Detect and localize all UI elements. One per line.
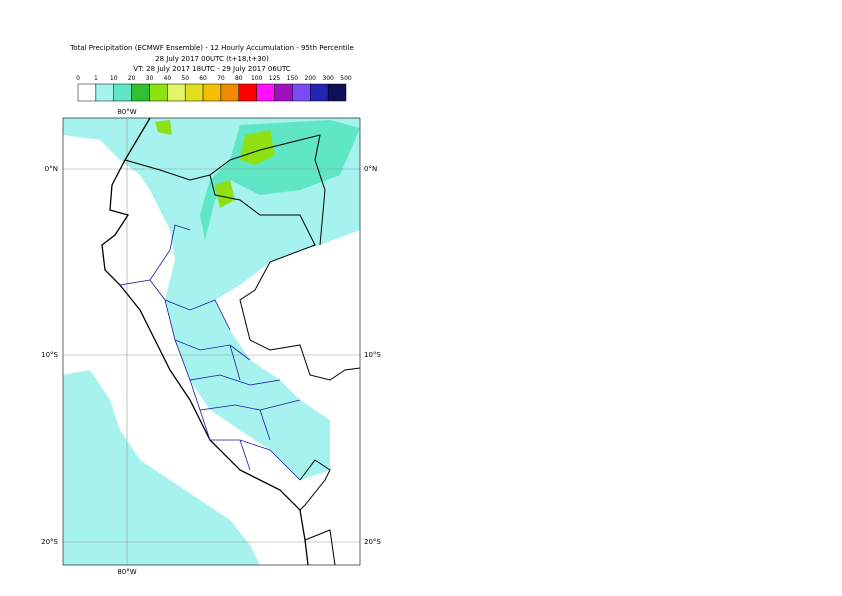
legend-label: 1 [94,75,98,82]
legend-label: 80 [235,75,243,82]
legend: 0 1 10 20 30 40 50 60 70 80 100 125 150 200 300 500 [76,75,352,102]
legend-swatch [77,83,97,102]
legend-label: 40 [164,75,172,82]
lat-label: 10°S [364,351,381,359]
legend-label: 30 [146,75,154,82]
legend-label: 70 [217,75,225,82]
lat-label: 20°S [41,538,58,546]
base-time: 28 July 2017 00UTC (t+18,t+30) [155,55,269,63]
coastline [101,118,309,565]
legend-swatch [202,83,222,102]
legend-label: 50 [181,75,189,82]
legend-label: 500 [340,75,352,82]
legend-swatch [238,83,257,102]
legend-label: 100 [251,75,263,82]
graticule [63,118,360,565]
legend-swatch [184,83,204,102]
legend-swatch [149,83,168,102]
map-title: Total Precipitation (ECMWF Ensemble) - 1… [69,44,354,52]
legend-label: 0 [76,75,80,82]
lon-label: 80°W [117,568,136,576]
legend-label: 10 [110,75,118,82]
map [63,118,360,565]
legend-label: 150 [287,75,299,82]
legend-swatch [220,83,240,102]
precip-area [200,120,360,240]
region-borders [119,224,301,481]
lat-label: 0°N [364,165,377,173]
country-border [124,134,360,565]
legend-label: 20 [128,75,136,82]
lat-label: 20°S [364,538,381,546]
legend-label: 125 [269,75,281,82]
lon-label: 80°W [117,108,136,116]
map-frame [62,117,361,566]
legend-swatch [292,83,311,102]
legend-swatch [131,83,150,102]
legend-label: 60 [199,75,207,82]
precip-area [63,370,260,565]
precip-area [63,118,360,480]
legend-swatch [327,83,347,102]
legend-swatch [113,83,132,102]
legend-label: 300 [322,75,334,82]
legend-swatch [167,83,186,102]
lat-label: 0°N [45,165,58,173]
precip-area [155,120,275,208]
lat-label: 10°S [41,351,58,359]
legend-swatch [95,83,114,102]
legend-swatch [274,83,293,102]
legend-swatch [256,83,275,102]
legend-label: 200 [305,75,317,82]
valid-time: VT: 28 July 2017 18UTC - 29 July 2017 06… [133,65,291,73]
legend-swatch [310,83,329,102]
